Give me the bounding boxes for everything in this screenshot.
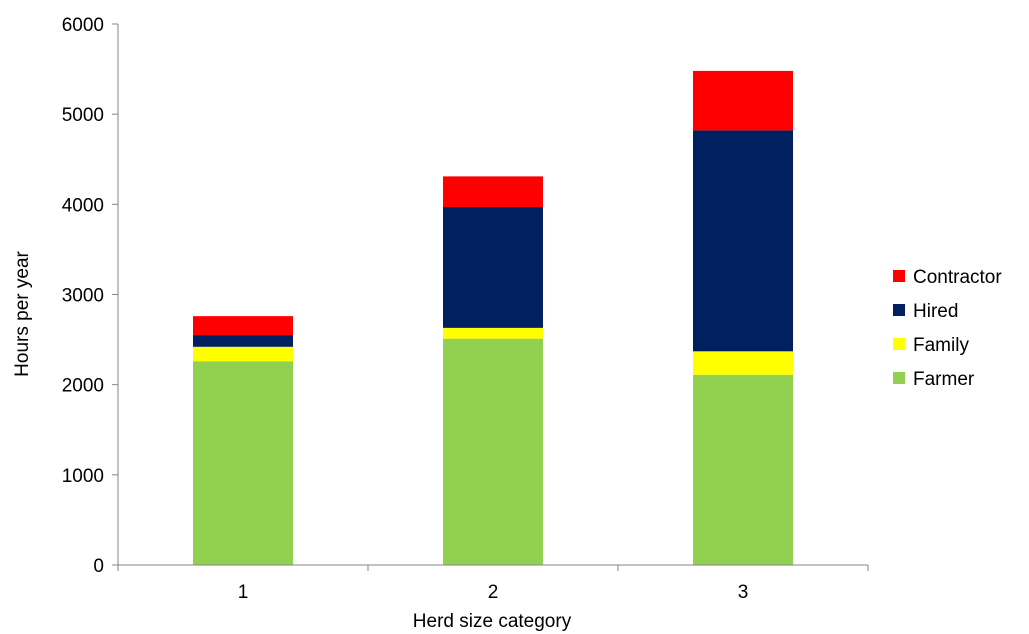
bar-segment-hired-cat-2 [443, 207, 543, 328]
legend-label-farmer: Farmer [913, 369, 975, 390]
bar-segment-farmer-cat-1 [193, 361, 293, 565]
legend-swatch-hired [893, 304, 905, 316]
y-tick-label: 3000 [62, 286, 104, 307]
legend-swatch-contractor [893, 270, 905, 282]
bar-segment-hired-cat-3 [693, 130, 793, 352]
x-axis-ticks: 1 2 3 [117, 565, 869, 603]
bar-segment-hired-cat-1 [193, 335, 293, 347]
legend-label-family: Family [913, 335, 969, 356]
bar-segment-contractor-cat-1 [193, 316, 293, 336]
legend-item-contractor: Contractor [893, 267, 1002, 288]
bar-segment-contractor-cat-2 [443, 176, 543, 208]
y-axis-ticks: 0 1000 2000 3000 4000 5000 6000 [62, 15, 118, 577]
x-tick-label: 3 [738, 582, 749, 603]
y-tick-label: 6000 [62, 15, 104, 36]
legend: Contractor Hired Family Farmer [893, 267, 1002, 390]
legend-swatch-farmer [893, 372, 905, 384]
legend-item-hired: Hired [893, 301, 958, 322]
y-tick-label: 0 [93, 556, 104, 577]
bar-segment-family-cat-1 [193, 346, 293, 362]
bar-segment-farmer-cat-3 [693, 374, 793, 565]
bar-segment-contractor-cat-3 [693, 70, 793, 131]
y-tick-label: 2000 [62, 376, 104, 397]
x-tick-label: 2 [488, 582, 499, 603]
y-tick-label: 1000 [62, 466, 104, 487]
legend-swatch-family [893, 338, 905, 350]
legend-label-contractor: Contractor [913, 267, 1002, 288]
y-tick-label: 5000 [62, 105, 104, 126]
y-tick-label: 4000 [62, 195, 104, 216]
bar-segment-family-cat-2 [443, 327, 543, 339]
x-axis-title: Herd size category [413, 611, 572, 632]
legend-item-farmer: Farmer [893, 369, 975, 390]
x-tick-label: 1 [238, 582, 249, 603]
bars-layer [193, 70, 793, 565]
legend-label-hired: Hired [913, 301, 958, 322]
bar-segment-farmer-cat-2 [443, 338, 543, 565]
legend-item-family: Family [893, 335, 969, 356]
bar-segment-family-cat-3 [693, 351, 793, 375]
y-axis-title: Hours per year [12, 251, 33, 377]
